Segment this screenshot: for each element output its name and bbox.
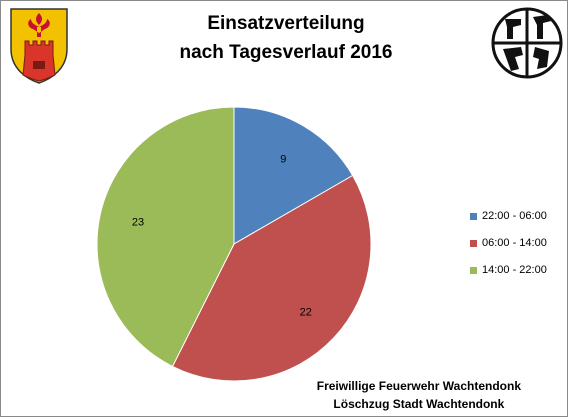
legend-item: 14:00 - 22:00	[470, 263, 547, 277]
legend-label: 06:00 - 14:00	[482, 237, 547, 249]
legend-item: 22:00 - 06:00	[470, 209, 547, 223]
legend-swatch	[470, 212, 477, 220]
pie-data-label: 23	[132, 216, 144, 228]
pie-slice-22-06	[233, 106, 354, 245]
chart-title-line1: Einsatzverteilung	[207, 13, 365, 34]
legend-label: 22:00 - 06:00	[482, 210, 547, 222]
pie-slice-14-22	[96, 106, 235, 368]
footer-credit: Freiwillige Feuerwehr Wachtendonk Löschz…	[317, 377, 521, 413]
coat-of-arms-icon	[10, 8, 68, 84]
pie-slice-06-14	[171, 174, 372, 382]
chart-title: Einsatzverteilung nach Tagesverlauf 2016	[121, 9, 451, 67]
footer-line2: Löschzug Stadt Wachtendonk	[333, 397, 505, 411]
legend-label: 14:00 - 22:00	[482, 264, 547, 276]
pie-data-label: 22	[300, 307, 312, 319]
footer-line1: Freiwillige Feuerwehr Wachtendonk	[316, 379, 521, 393]
legend-item: 06:00 - 14:00	[470, 236, 547, 250]
chart-legend: 22:00 - 06:00 06:00 - 14:00 14:00 - 22:00	[470, 209, 547, 290]
pie-data-label: 9	[280, 154, 286, 166]
fire-brigade-emblem-icon	[491, 7, 563, 79]
chart-title-line2: nach Tagesverlauf 2016	[179, 42, 393, 63]
legend-swatch	[470, 239, 477, 247]
legend-swatch	[470, 266, 477, 274]
